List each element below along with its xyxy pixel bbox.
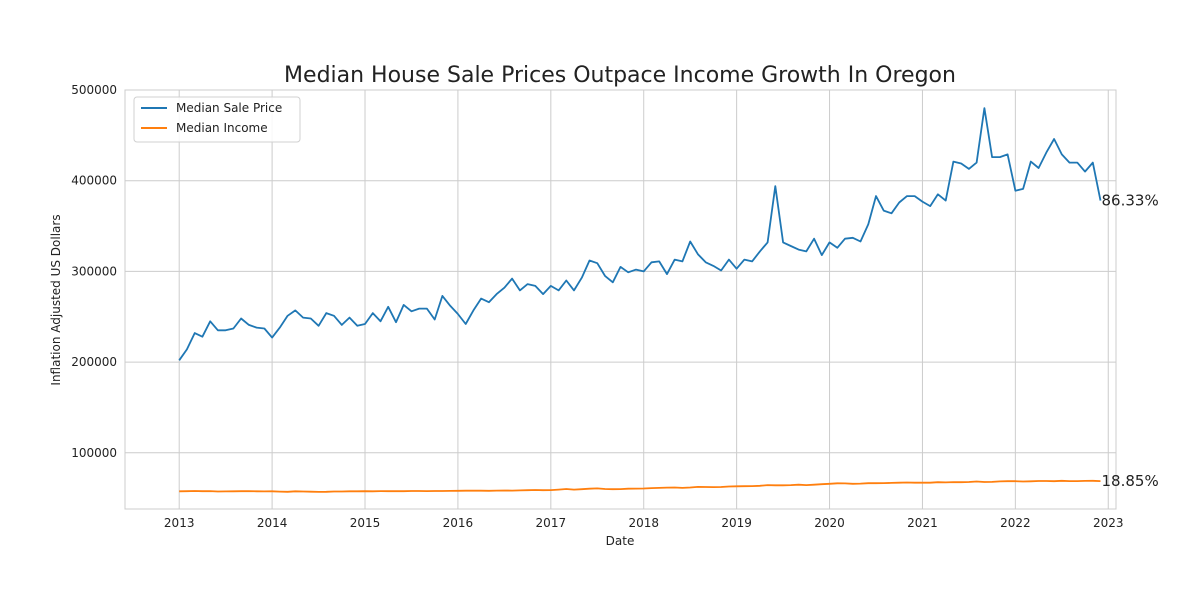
- x-tick-label: 2014: [257, 516, 288, 530]
- x-tick-label: 2019: [721, 516, 752, 530]
- plot-frame: [124, 89, 1117, 510]
- x-tick-label: 2013: [164, 516, 195, 530]
- legend-entry: Median Income: [176, 121, 268, 135]
- x-tick-label: 2016: [443, 516, 474, 530]
- series-line-median-sale-price: [178, 107, 1102, 361]
- x-tick-label: 2017: [536, 516, 567, 530]
- series-line-median-income: [179, 479, 1101, 493]
- x-tick-label: 2015: [350, 516, 381, 530]
- legend-entry: Median Sale Price: [176, 101, 282, 115]
- chart-title: Median House Sale Prices Outpace Income …: [284, 63, 956, 88]
- y-tick-label: 500000: [71, 83, 117, 97]
- end-label: 18.85%: [1102, 472, 1159, 490]
- legend-box: [133, 96, 301, 143]
- legend: Median Sale Price Median Income: [133, 96, 301, 143]
- y-tick-label: 400000: [71, 174, 117, 188]
- end-label: 86.33%: [1102, 192, 1159, 210]
- x-tick-label: 2018: [628, 516, 659, 530]
- y-tick-label: 300000: [71, 264, 117, 278]
- y-axis-ticks: 100000 200000 300000 400000 500000: [71, 83, 117, 460]
- y-tick-label: 100000: [71, 446, 117, 460]
- x-tick-label: 2023: [1093, 516, 1124, 530]
- grid: [125, 89, 1116, 509]
- y-tick-label: 200000: [71, 355, 117, 369]
- x-axis-ticks: 2013 2014 2015 2016 2017 2018 2019 2020 2021 2022…: [164, 516, 1124, 530]
- x-tick-label: 2020: [814, 516, 845, 530]
- series-layer: [178, 107, 1102, 493]
- x-axis-label: Date: [606, 534, 635, 548]
- y-axis-label: Inflation Adjusted US Dollars: [49, 214, 63, 385]
- end-labels: 86.33% 18.85%: [1102, 192, 1159, 490]
- x-tick-label: 2021: [907, 516, 938, 530]
- x-tick-label: 2022: [1000, 516, 1031, 530]
